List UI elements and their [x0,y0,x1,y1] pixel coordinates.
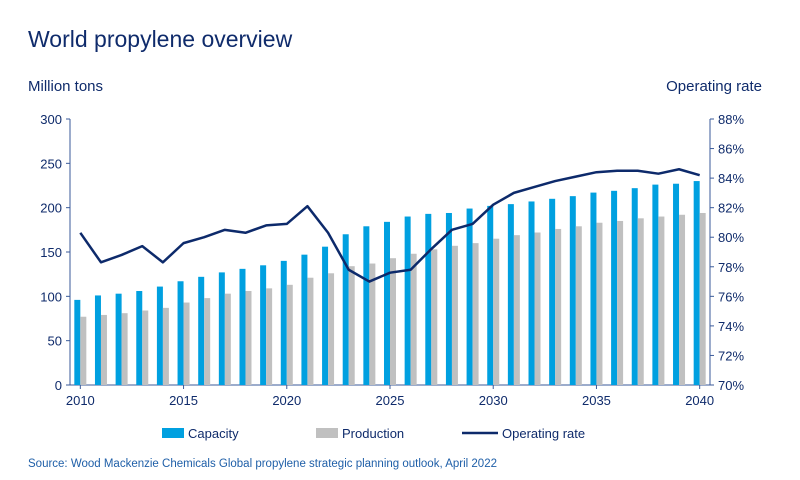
x-tick-label: 2025 [376,393,405,408]
production-bar [575,226,582,385]
production-bar [555,228,562,385]
legend-label: Production [342,426,404,441]
production-bar [637,218,644,385]
capacity-bar [363,226,370,385]
production-bar [513,235,520,385]
x-tick-label: 2020 [272,393,301,408]
capacity-bar [466,208,473,385]
capacity-bar [198,276,205,385]
capacity-bar [260,265,267,385]
capacity-bar [652,184,659,385]
production-bar [472,243,479,385]
x-tick-label: 2015 [169,393,198,408]
production-bar [162,307,169,385]
y-tick-label: 50 [48,334,62,349]
capacity-bar [549,198,556,385]
y2-tick-label: 84% [718,171,744,186]
y2-tick-label: 70% [718,378,744,393]
production-bar [410,253,417,385]
x-tick-label: 2035 [582,393,611,408]
production-bar [658,216,665,385]
production-bar [224,293,231,385]
production-bar [699,212,706,385]
capacity-bar [322,246,329,385]
source-note: Source: Wood Mackenzie Chemicals Global … [28,458,497,470]
production-bar [245,291,252,385]
capacity-bar [74,299,81,385]
production-bar [534,232,541,385]
y2-tick-label: 72% [718,348,744,363]
capacity-bar [569,196,576,385]
capacity-bar [487,205,494,385]
y-axis-label: Million tons [28,78,104,95]
capacity-bar [136,291,143,385]
y2-tick-label: 88% [718,112,744,127]
capacity-bar [342,234,349,385]
production-bar [100,314,107,385]
capacity-bar [218,272,225,385]
capacity-bar [445,212,452,385]
production-bar [369,263,376,385]
capacity-bar [590,192,597,385]
production-bar [142,310,149,385]
capacity-bar [115,293,122,385]
capacity-bar [631,188,638,385]
production-bar [451,245,458,385]
production-bar [121,313,128,385]
capacity-bar [673,183,680,385]
capacity-bar [528,201,535,385]
production-bar [596,222,603,385]
y2-tick-label: 78% [718,260,744,275]
production-bar [348,266,355,385]
production-bar [431,249,438,385]
y-tick-label: 150 [40,245,62,260]
y2-tick-label: 80% [718,230,744,245]
capacity-bar [425,213,432,385]
capacity-bar [693,181,700,385]
legend-label: Capacity [188,426,239,441]
production-bar [617,220,624,385]
production-bar [286,284,293,385]
x-tick-label: 2010 [66,393,95,408]
x-tick-label: 2030 [479,393,508,408]
capacity-bar [94,295,101,385]
production-bar [328,273,335,385]
operating-rate-line [79,167,701,283]
capacity-bar [280,260,287,385]
production-bar [307,277,314,385]
capacity-bar [239,268,246,385]
y2-tick-label: 82% [718,201,744,216]
x-tick-label: 2040 [685,393,714,408]
y-tick-label: 250 [40,156,62,171]
legend-swatch-production [316,428,338,438]
capacity-bar [177,281,184,385]
production-bar [204,298,211,385]
capacity-bar [156,286,163,385]
y2-axis-label: Operating rate [666,78,762,95]
y-tick-label: 0 [55,378,62,393]
production-bar [80,316,87,385]
capacity-bar [384,221,390,385]
chart-title: World propylene overview [28,26,293,52]
legend-swatch-capacity [162,428,184,438]
legend-label: Operating rate [502,426,585,441]
capacity-bar [404,216,411,385]
capacity-bar [507,204,514,385]
y-tick-label: 200 [40,201,62,216]
production-bar [183,302,190,385]
y2-tick-label: 86% [718,142,744,157]
capacity-bar [611,190,618,385]
y2-tick-label: 74% [718,319,744,334]
production-bar [390,258,396,385]
production-bar [266,288,273,385]
capacity-bar [301,254,308,385]
y-tick-label: 300 [40,112,62,127]
production-bar [679,214,686,385]
y2-tick-label: 76% [718,289,744,304]
production-bar [493,238,500,385]
y-tick-label: 100 [40,289,62,304]
